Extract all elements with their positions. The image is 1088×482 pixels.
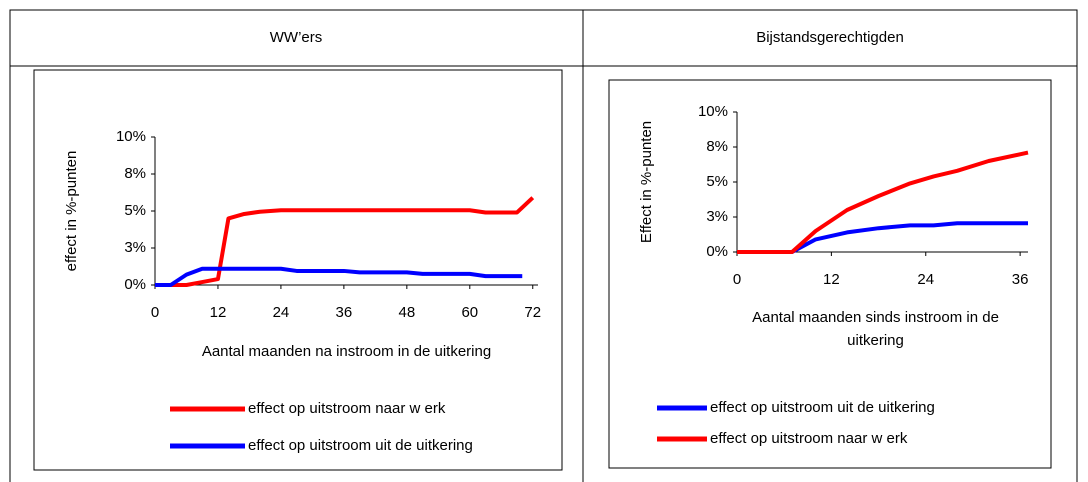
y-axis-title: Effect in %-punten	[638, 121, 655, 243]
x-tick-label: 72	[524, 304, 541, 321]
y-tick-label: 8%	[124, 165, 146, 182]
chart-frame	[33, 69, 563, 471]
legend-label: effect op uitstroom naar w erk	[248, 400, 446, 417]
y-axis-title: effect in %-punten	[63, 151, 80, 272]
x-tick-label: 12	[210, 304, 227, 321]
y-tick-label: 3%	[706, 208, 728, 225]
y-tick-label: 3%	[124, 239, 146, 256]
legend-label: effect op uitstroom uit de uitkering	[248, 437, 473, 454]
y-tick-label: 10%	[698, 103, 728, 120]
legend-label: effect op uitstroom naar w erk	[710, 430, 908, 447]
x-tick-label: 24	[273, 304, 290, 321]
x-axis-title: Aantal maanden sinds instroom in de uitke…	[752, 309, 999, 349]
x-axis-title: Aantal maanden na instroom in de uitkeri…	[202, 343, 491, 360]
x-tick-label: 12	[823, 271, 840, 288]
y-tick-label: 5%	[706, 173, 728, 190]
y-tick-label: 0%	[706, 243, 728, 260]
y-tick-label: 8%	[706, 138, 728, 155]
line-series	[737, 221, 1028, 254]
y-tick-label: 5%	[124, 202, 146, 219]
table-header: WW’ers	[270, 29, 323, 46]
chart-frame	[608, 79, 1052, 469]
line-series	[155, 196, 535, 287]
x-tick-label: 0	[151, 304, 159, 321]
x-tick-label: 24	[917, 271, 934, 288]
y-tick-label: 10%	[116, 128, 146, 145]
x-tick-label: 36	[336, 304, 353, 321]
legend-label: effect op uitstroom uit de uitkering	[710, 399, 935, 416]
x-tick-label: 36	[1012, 271, 1029, 288]
x-tick-label: 0	[733, 271, 741, 288]
x-tick-label: 60	[461, 304, 478, 321]
x-tick-label: 48	[398, 304, 415, 321]
line-series	[155, 266, 523, 287]
table-border	[9, 9, 1078, 482]
line-series	[737, 150, 1029, 254]
y-tick-label: 0%	[124, 276, 146, 293]
table-header: Bijstandsgerechtigden	[756, 29, 904, 46]
